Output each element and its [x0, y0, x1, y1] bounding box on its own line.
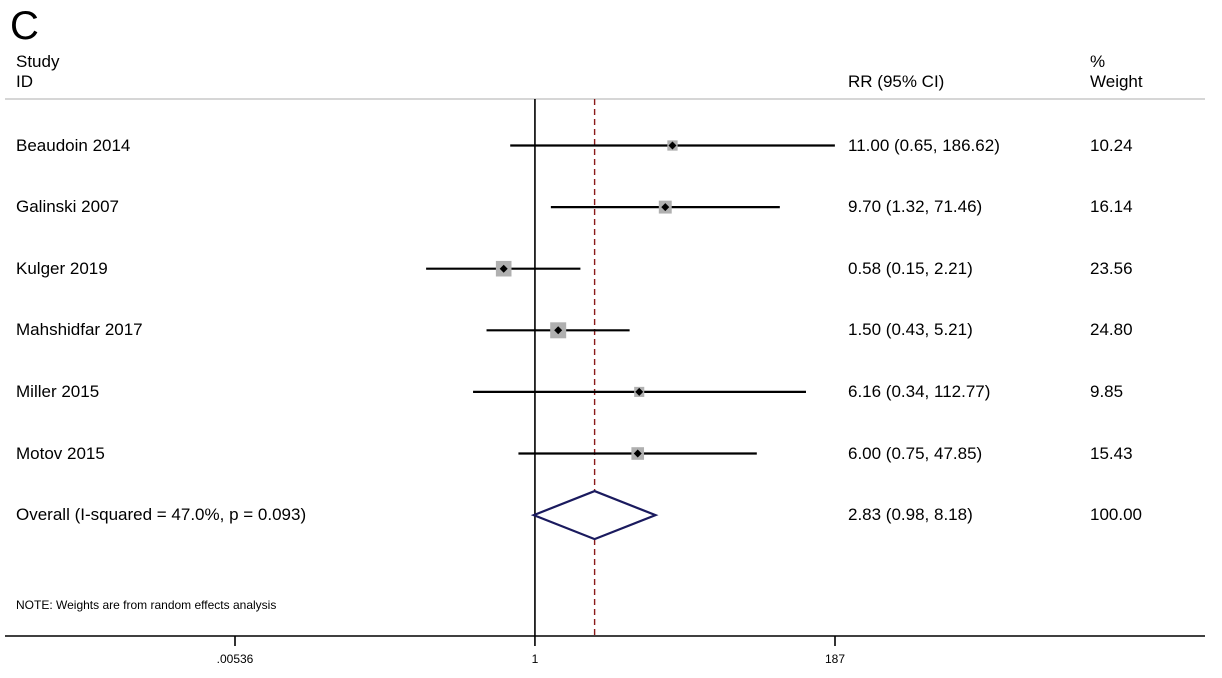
- weights-note: NOTE: Weights are from random effects an…: [16, 598, 277, 612]
- overall-weight-label: 100.00: [1090, 505, 1142, 525]
- id-column-header: ID: [16, 72, 33, 91]
- study-weight-label: 10.24: [1090, 135, 1133, 155]
- study-weight-label: 16.14: [1090, 197, 1133, 217]
- study-point-marker: [668, 141, 677, 150]
- study-label: Mahshidfar 2017: [16, 320, 143, 340]
- study-point-marker: [661, 203, 670, 212]
- study-label: Miller 2015: [16, 381, 100, 401]
- study-weight-label: 15.43: [1090, 443, 1133, 463]
- panel-label: C: [10, 4, 39, 48]
- overall-effect-label: 2.83 (0.98, 8.18): [848, 505, 973, 525]
- study-effect-label: 11.00 (0.65, 186.62): [848, 135, 1000, 155]
- study-point-marker: [499, 264, 508, 273]
- weight-column-header: Weight: [1090, 72, 1143, 91]
- overall-diamond: [530, 489, 659, 541]
- study-effect-label: 0.58 (0.15, 2.21): [848, 258, 973, 278]
- weight-column-header-percent: %: [1090, 52, 1106, 71]
- study-effect-label: 1.50 (0.43, 5.21): [848, 320, 973, 340]
- x-tick-label: 1: [531, 652, 539, 666]
- study-effect-label: 6.00 (0.75, 47.85): [848, 443, 983, 463]
- overall-label: Overall (I-squared = 47.0%, p = 0.093): [16, 505, 307, 525]
- study-label: Motov 2015: [16, 443, 105, 463]
- study-point-marker: [554, 326, 563, 335]
- study-label: Beaudoin 2014: [16, 135, 131, 155]
- study-effect-label: 6.16 (0.34, 112.77): [848, 381, 991, 401]
- study-column-header: Study: [16, 52, 60, 71]
- study-effect-label: 9.70 (1.32, 71.46): [848, 197, 983, 217]
- study-weight-label: 23.56: [1090, 258, 1133, 278]
- x-tick-label: 187: [824, 652, 846, 666]
- study-weight-label: 24.80: [1090, 320, 1133, 340]
- study-weight-label: 9.85: [1090, 381, 1124, 401]
- study-label: Kulger 2019: [16, 258, 108, 278]
- x-tick-label: .00536: [216, 652, 254, 666]
- study-label: Galinski 2007: [16, 197, 120, 217]
- effect-column-header: RR (95% CI): [848, 72, 945, 91]
- study-point-marker: [635, 387, 644, 396]
- study-point-marker: [633, 449, 642, 458]
